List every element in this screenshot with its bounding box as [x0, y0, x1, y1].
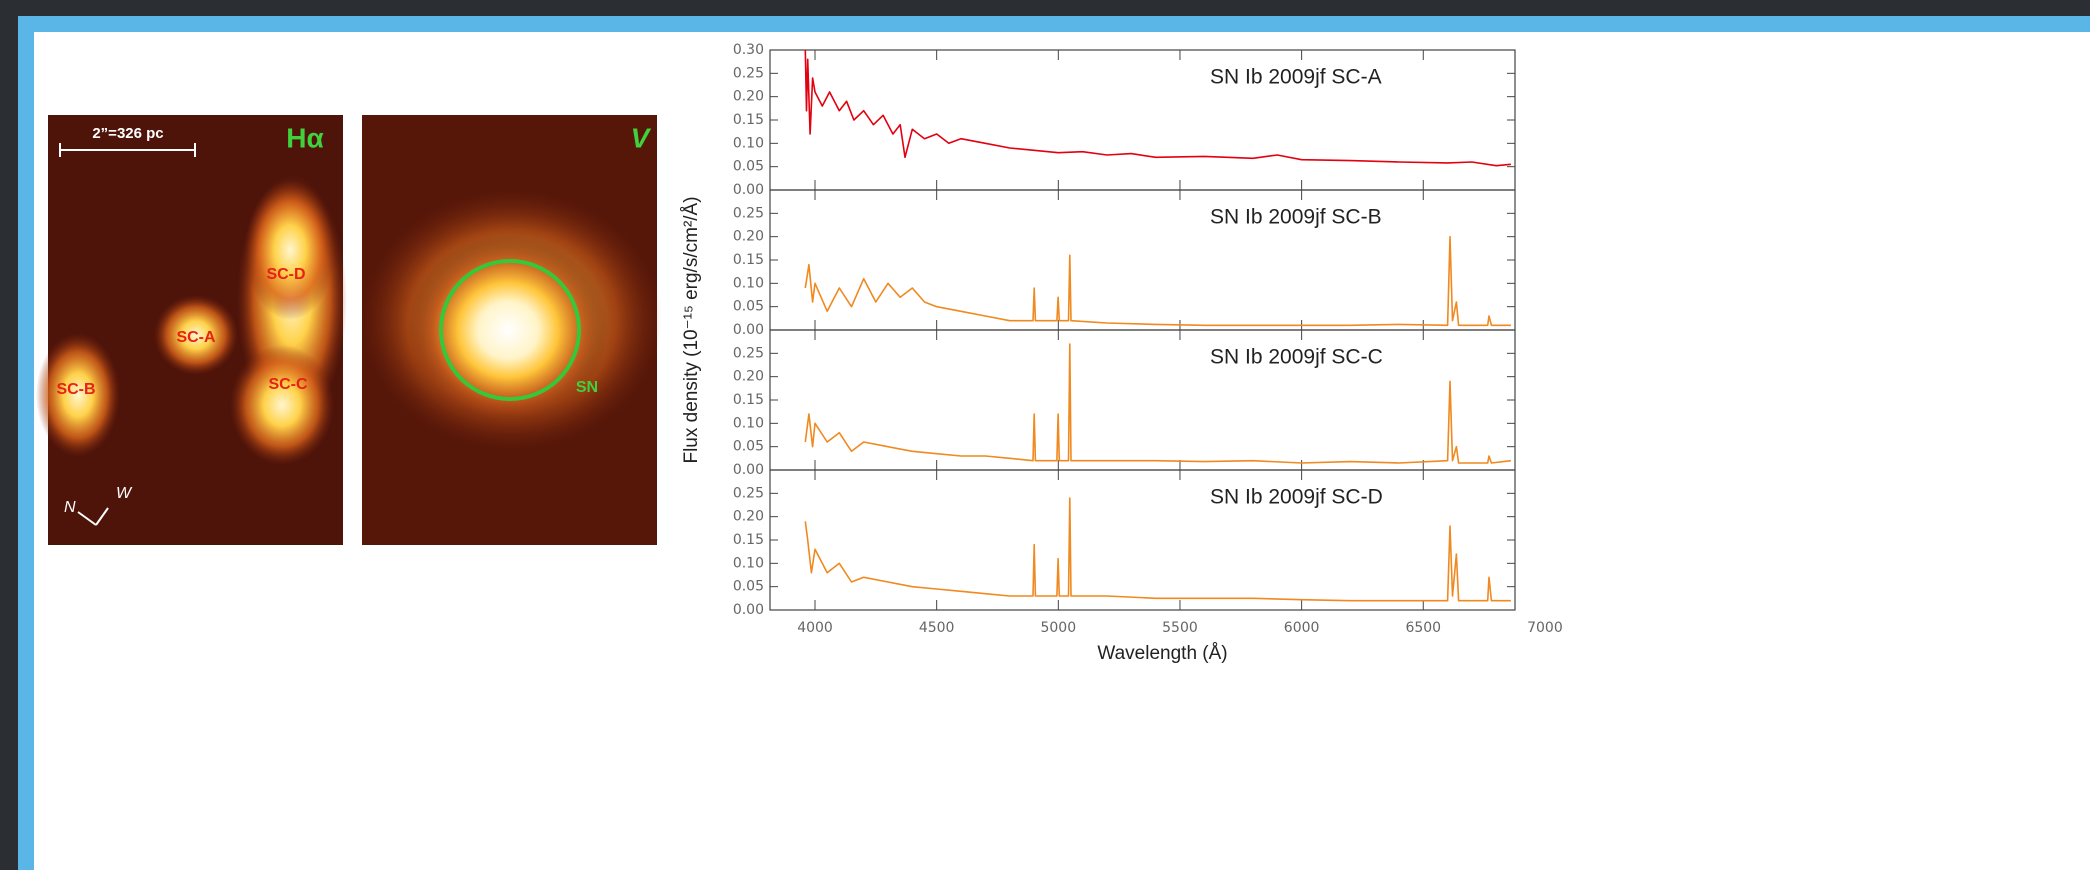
image-label: V [631, 122, 652, 153]
plot-frame [769, 469, 1516, 611]
spectrum-line [804, 343, 1511, 464]
y-tick-label: 0.00 [733, 322, 764, 338]
spectra: 0.00 0.05 0.10 0.15 0.20 0.25 0.30 SN Ib 2009jf… [681, 42, 1563, 664]
region-label: SC-D [266, 266, 305, 283]
y-tick-label: 0.00 [733, 182, 764, 198]
panel-title: SN Ib 2009jf SC-C [1210, 346, 1383, 369]
panel-title: SN Ib 2009jf SC-B [1210, 206, 1382, 229]
y-tick-label: 0.25 [733, 205, 764, 221]
y-tick-label: 0.15 [733, 252, 764, 268]
region-label: SC-B [56, 381, 95, 398]
y-tick-label: 0.20 [733, 89, 764, 105]
compass-label: W [116, 485, 133, 502]
marker-label: SN [576, 379, 598, 396]
x-tick-label: 4000 [797, 620, 833, 636]
x-axis-label: Wavelength (Å) [1097, 643, 1227, 664]
spectrum-line [804, 49, 1511, 167]
y-tick-label: 0.30 [733, 42, 764, 58]
region-label: SC-A [176, 329, 216, 346]
y-tick-label: 0.00 [733, 462, 764, 478]
y-tick-label: 0.10 [733, 275, 764, 291]
x-tick-label: 6500 [1405, 620, 1441, 636]
y-tick-label: 0.15 [733, 112, 764, 128]
scale-label: 2”=326 pc [92, 125, 163, 142]
spectrum-line [804, 497, 1511, 602]
v-image: V SN [362, 115, 662, 545]
y-tick-label: 0.20 [733, 509, 764, 525]
y-tick-label: 0.15 [733, 392, 764, 408]
x-tick-label: 7000 [1527, 620, 1563, 636]
y-tick-label: 0.10 [733, 415, 764, 431]
compass-label: N [64, 499, 76, 516]
y-tick-label: 0.10 [733, 555, 764, 571]
y-tick-label: 0.00 [733, 602, 764, 618]
y-axis-label: Flux density (10⁻¹⁵ erg/s/cm²/Å) [681, 196, 702, 463]
y-tick-label: 0.05 [733, 299, 764, 315]
spectrum-line [804, 235, 1511, 327]
image-label: Hα [286, 122, 323, 153]
y-tick-label: 0.10 [733, 135, 764, 151]
y-tick-label: 0.25 [733, 485, 764, 501]
region-label: SC-C [268, 376, 308, 393]
y-tick-label: 0.25 [733, 345, 764, 361]
panel-title: SN Ib 2009jf SC-A [1210, 66, 1382, 89]
y-tick-label: 0.20 [733, 369, 764, 385]
y-tick-label: 0.05 [733, 579, 764, 595]
x-tick-label: 5500 [1162, 620, 1198, 636]
x-tick-label: 6000 [1284, 620, 1320, 636]
x-tick-label: 4500 [919, 620, 955, 636]
y-tick-label: 0.15 [733, 532, 764, 548]
y-tick-label: 0.05 [733, 439, 764, 455]
x-tick-label: 5000 [1040, 620, 1076, 636]
y-tick-label: 0.25 [733, 65, 764, 81]
panel-title: SN Ib 2009jf SC-D [1210, 486, 1383, 509]
y-tick-label: 0.20 [733, 229, 764, 245]
halpha-image: 2”=326 pc Hα SC-D SC-A SC-B SC-C N W [36, 115, 347, 545]
y-tick-label: 0.05 [733, 159, 764, 175]
